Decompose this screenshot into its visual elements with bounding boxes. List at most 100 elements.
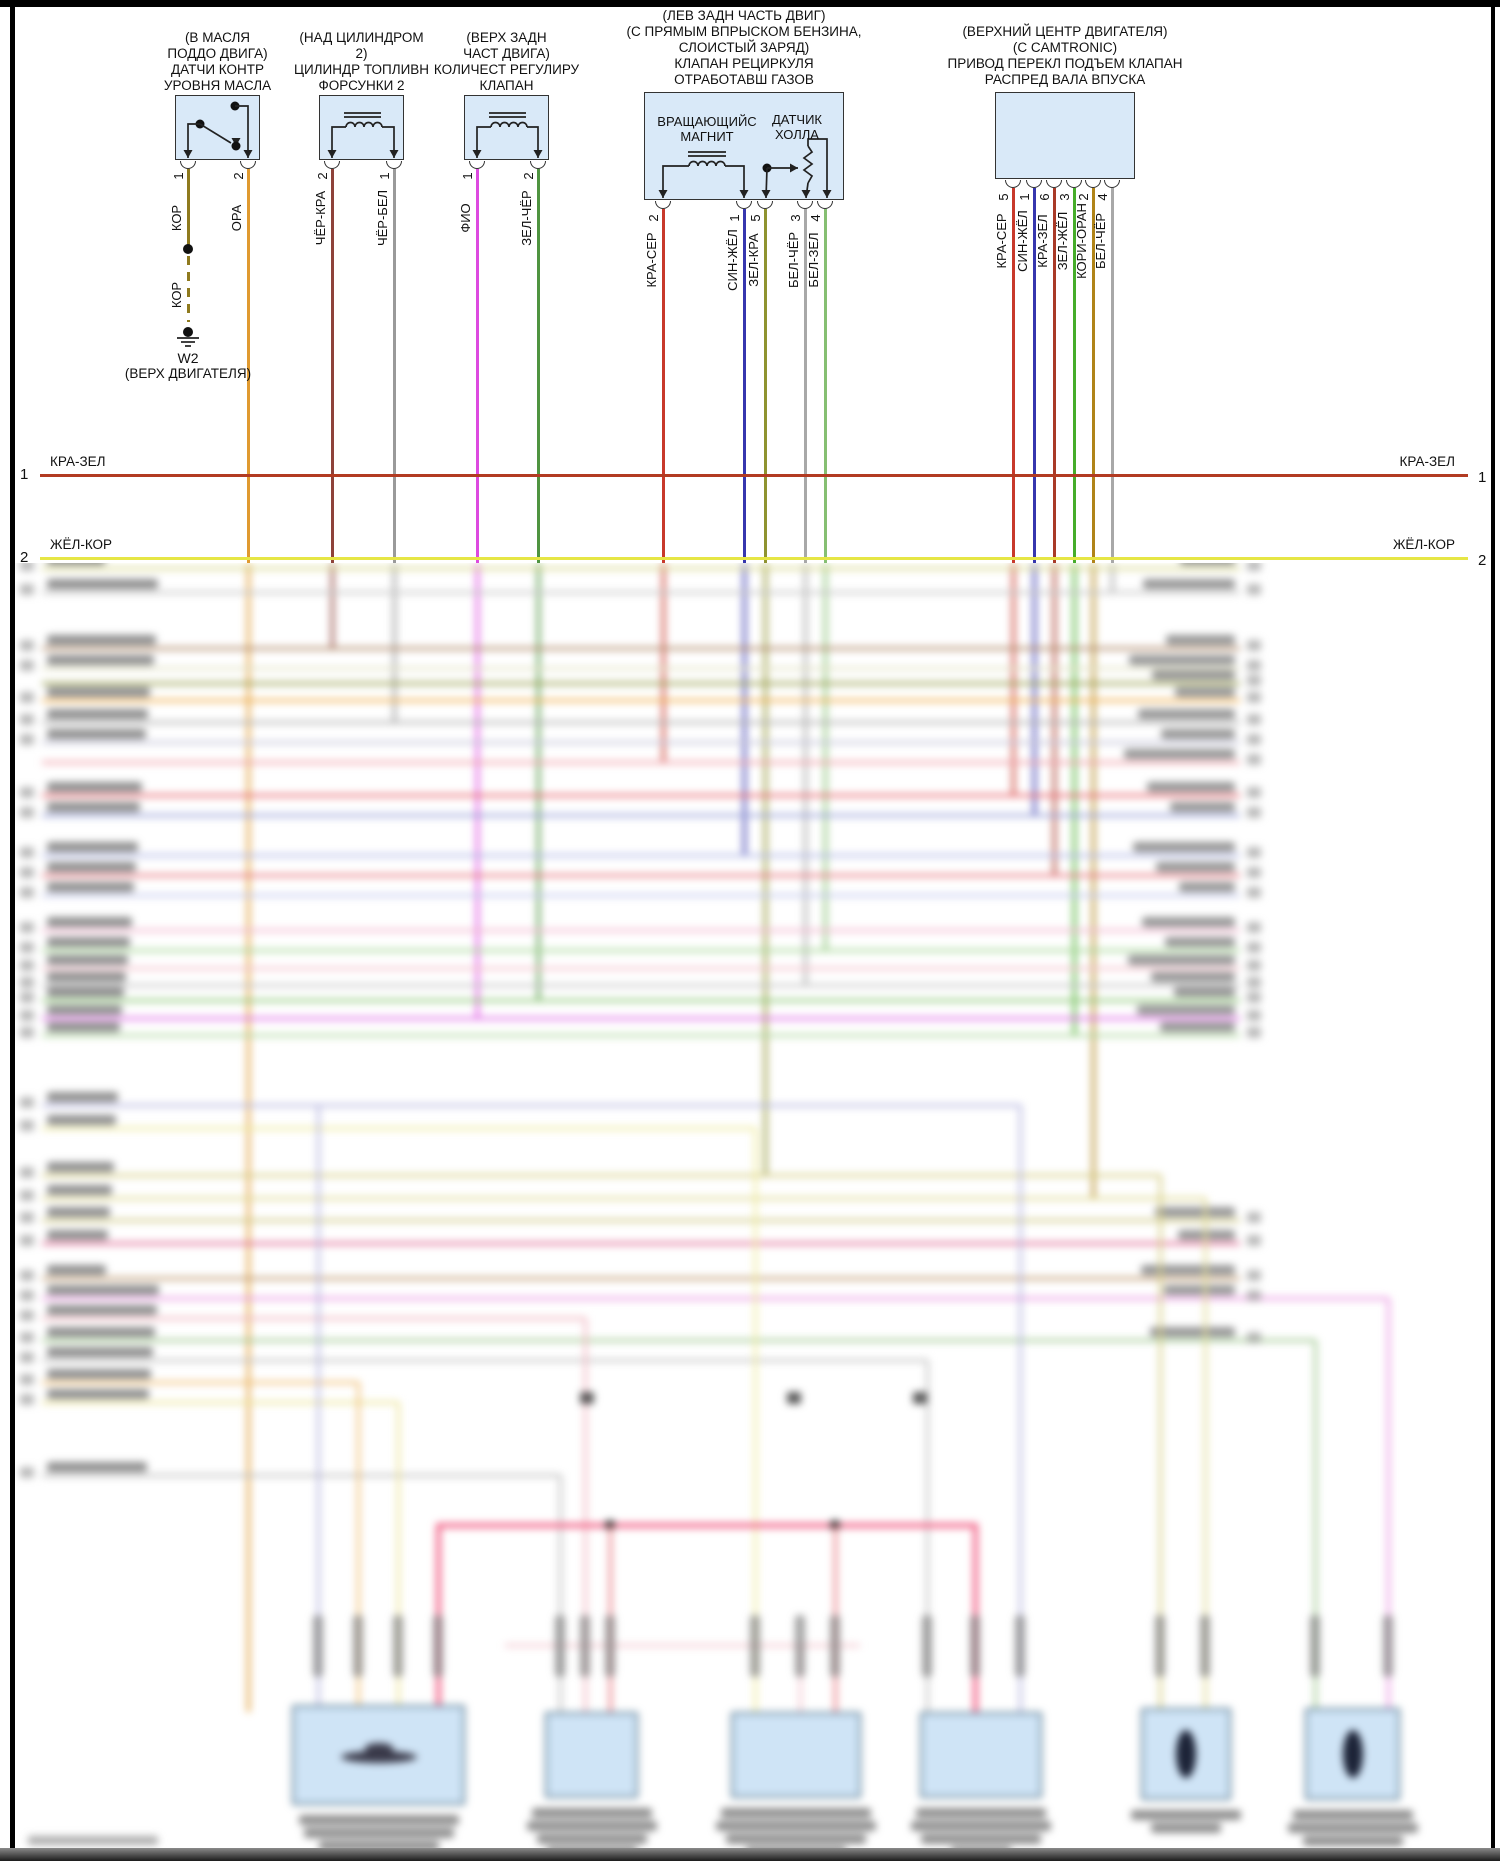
row-number-right-blurred <box>1247 563 1261 571</box>
row-number-left-blurred <box>20 1374 34 1385</box>
wire-vertical <box>764 209 767 563</box>
blurred-region <box>14 563 1491 1848</box>
pin-number: 3 <box>788 214 803 221</box>
wire-row-label-left-blurred <box>47 1115 116 1125</box>
component-caption-line: ЧАСТ ДВИГА) <box>463 46 550 62</box>
bottom-connector-box <box>920 1712 1042 1798</box>
row-number-left-blurred <box>20 960 34 971</box>
page-border-bottom <box>0 1848 1500 1861</box>
wire-row-blurred <box>42 1474 560 1477</box>
wire-row-label-left-blurred <box>47 987 124 997</box>
connector-caption-line-blurred <box>319 1841 439 1848</box>
connector-pin-label-blurred <box>313 1615 323 1677</box>
component-caption-line: (С ПРЯМЫМ ВПРЫСКОМ БЕНЗИНА, <box>627 24 862 40</box>
ground-wire-solid <box>187 169 190 249</box>
wire-row-label-right-blurred <box>1124 749 1235 759</box>
bus-label-right: ЖЁЛ-КОР <box>1393 537 1455 552</box>
row-number-right-blurred <box>1247 992 1261 1003</box>
wire-row-blurred <box>42 1104 1020 1107</box>
wire-vertical-blurred <box>537 563 540 1000</box>
connector-pin-arc <box>180 161 196 169</box>
connector-caption-line-blurred <box>716 1821 876 1831</box>
connector-pin-arc <box>655 201 671 209</box>
wire-color-label: КРА-ЗЕЛ <box>1035 214 1050 267</box>
wire-row-label-right-blurred <box>1174 987 1235 997</box>
row-number-left-blurred <box>20 787 34 798</box>
wire-row-blurred <box>42 699 1240 702</box>
wire-row-blurred <box>42 1381 358 1384</box>
wire-row-label-left-blurred <box>47 1022 120 1032</box>
wire-row-label-left-blurred <box>47 882 134 892</box>
wire-row-label-right-blurred <box>1178 1230 1235 1240</box>
row-number-left-blurred <box>20 584 34 595</box>
connector-pin-label-blurred <box>970 1615 980 1677</box>
wire-color-label: ФИО <box>458 203 473 232</box>
row-number-right-blurred <box>1247 692 1261 703</box>
ground-symbol-icon <box>174 324 202 346</box>
connector-pin-arc <box>386 161 402 169</box>
wire-row-label-left-blurred <box>47 729 146 739</box>
wire-color-label: КОР <box>169 205 184 231</box>
connector-pin-label-blurred <box>1015 1615 1025 1677</box>
wire-vertical <box>662 209 665 563</box>
connector-pin-label-blurred <box>830 1615 840 1677</box>
ground-location: (ВЕРХ ДВИГАТЕЛЯ) <box>125 366 251 382</box>
row-number-right-blurred <box>1247 754 1261 765</box>
pin-number: 1 <box>1017 193 1032 200</box>
wire-row-blurred <box>42 814 1240 817</box>
wire-row-label-right-blurred <box>1164 1285 1235 1295</box>
bus-label-left: КРА-ЗЕЛ <box>50 454 105 469</box>
wire-row-blurred <box>42 984 1240 987</box>
wire-vertical-blurred <box>764 563 767 1175</box>
row-number-right-blurred <box>1247 714 1261 725</box>
row-number-left-blurred <box>20 1290 34 1301</box>
bus-label-left: ЖЁЛ-КОР <box>50 537 112 552</box>
row-number-right-blurred <box>1247 660 1261 671</box>
connector-pin-arc <box>530 161 546 169</box>
component-symbol-coil-icon <box>319 95 404 160</box>
wire-row-label-right-blurred <box>1129 655 1235 665</box>
wire-row-label-left-blurred <box>47 955 128 965</box>
component-symbol-egr-icon <box>644 92 844 200</box>
row-number-left-blurred <box>20 867 34 878</box>
pin-number: 2 <box>231 172 246 179</box>
wiring-diagram-page: (В МАСЛЯПОДДО ДВИГА)ДАТЧИ КОНТРУРОВНЯ МА… <box>0 0 1500 1861</box>
wire-row-label-right-blurred <box>1143 579 1235 589</box>
component-caption-line: РАСПРЕД ВАЛА ВПУСКА <box>985 72 1146 88</box>
wire-row-label-right-blurred <box>1180 563 1235 565</box>
wire-row-label-left-blurred <box>47 972 126 982</box>
row-number-right-blurred <box>1247 1270 1261 1281</box>
wire-row-blurred <box>42 967 1240 970</box>
wire-vertical-blurred <box>1053 563 1056 875</box>
row-number-right-blurred <box>1247 1027 1261 1038</box>
row-number-left-blurred <box>20 660 34 671</box>
wire-row-blurred <box>42 761 1240 764</box>
pin-number: 2 <box>521 172 536 179</box>
row-number-right-blurred <box>1247 960 1261 971</box>
connector-pin-arc <box>1104 180 1120 188</box>
component-caption-line: (ВЕРХ ЗАДН <box>466 30 546 46</box>
wire-row-label-left-blurred <box>47 563 105 565</box>
connector-caption-line-blurred <box>537 1834 647 1844</box>
sensor-oval-icon <box>1343 1730 1363 1778</box>
wire-color-label: ЗЕЛ-КРА <box>746 233 761 286</box>
wire-row-label-left-blurred <box>47 1285 159 1295</box>
wire-row-label-left-blurred <box>47 709 148 719</box>
wire-row-blurred <box>42 667 1240 670</box>
component-inner-label: ДАТЧИК <box>772 112 822 128</box>
connector-caption-line-blurred <box>1131 1810 1241 1820</box>
component-caption-line: ФОРСУНКИ 2 <box>318 78 404 94</box>
wire-row-blurred <box>42 794 1240 797</box>
connector-pin-label-blurred <box>433 1615 443 1677</box>
connector-pin-arc <box>1066 180 1082 188</box>
wire-row-label-right-blurred <box>1170 802 1235 812</box>
wire-row-blurred <box>42 1197 1205 1200</box>
row-number-right-blurred <box>1247 887 1261 898</box>
pink-path-horizontal <box>436 1523 978 1528</box>
wire-vertical-blurred <box>331 563 334 648</box>
row-number-right-blurred <box>1247 1010 1261 1021</box>
wire-row-blurred <box>42 1277 1240 1280</box>
row-number-right-blurred <box>1247 734 1261 745</box>
wire-row-blurred <box>42 1017 1240 1020</box>
wire-row-blurred <box>42 1317 585 1320</box>
